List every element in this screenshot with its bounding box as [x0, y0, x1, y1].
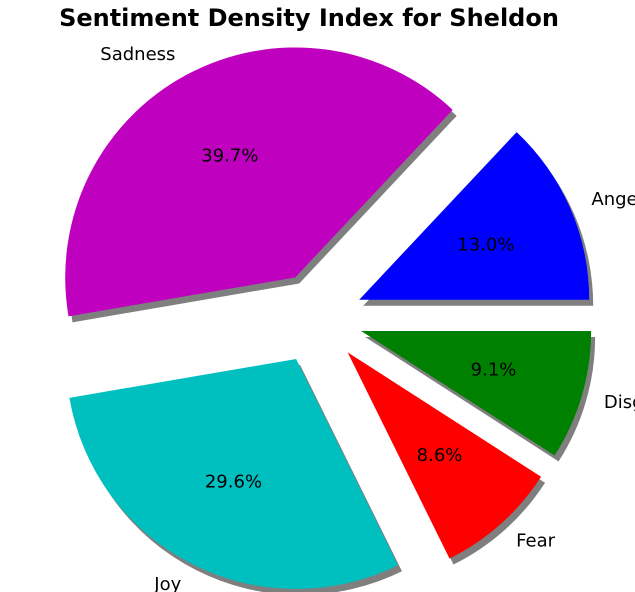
chart-title: Sentiment Density Index for Sheldon	[59, 4, 559, 32]
category-label-fear: Fear	[516, 531, 555, 552]
pct-label-fear: 8.6%	[417, 445, 463, 466]
category-label-anger: Anger	[591, 189, 635, 210]
pie-slice-sadness	[65, 47, 453, 317]
category-label-joy: Joy	[153, 574, 181, 592]
pct-label-joy: 29.6%	[205, 471, 262, 492]
pie-slice-anger	[359, 132, 590, 300]
pct-label-anger: 13.0%	[457, 234, 514, 255]
pie-slice-fear	[347, 352, 542, 559]
pie-slice-disgust	[361, 330, 592, 456]
category-label-disgust: Disgust	[604, 392, 635, 413]
pct-label-sadness: 39.7%	[201, 145, 258, 166]
pct-label-disgust: 9.1%	[471, 359, 517, 380]
category-label-sadness: Sadness	[100, 44, 175, 65]
pie-slice-joy	[69, 358, 398, 589]
